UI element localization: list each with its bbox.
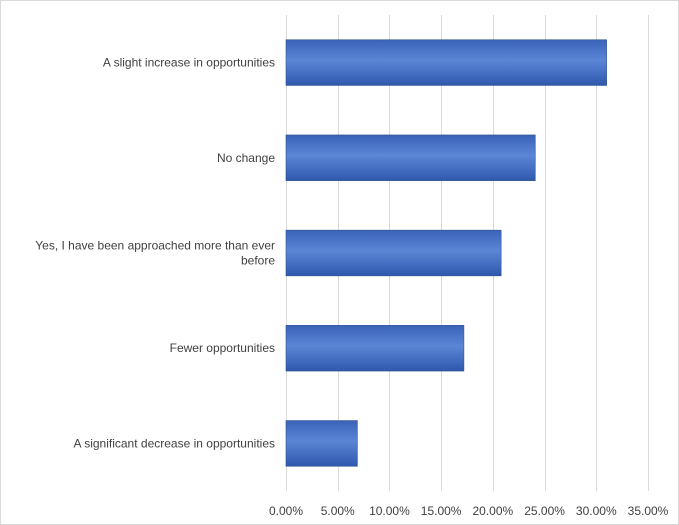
category-label-line: A significant decrease in opportunities [74,436,275,450]
category-labels: A slight increase in opportunities No cha… [35,56,275,451]
category-label-1: No change [217,151,275,165]
x-tick-labels: 0.00% 5.00% 10.00% 15.00% 20.00% 25.00% 30.00%… [269,504,669,518]
category-label-3: Fewer opportunities [170,341,275,355]
category-label-line: before [241,254,275,268]
category-label-line: A slight increase in opportunities [103,56,275,70]
category-label-line: No change [217,151,275,165]
category-label-0: A slight increase in opportunities [103,56,275,70]
bar-2 [285,229,502,277]
x-tick-label-7: 35.00% [628,504,669,518]
category-label-line: Yes, I have been approached more than ev… [35,239,275,253]
category-label-2: Yes, I have been approached more than ev… [35,239,275,268]
bar-1 [285,134,536,181]
bar-4 [285,420,358,467]
x-tick-label-1: 5.00% [321,504,355,518]
bar-3 [285,325,465,372]
x-tick-label-4: 20.00% [473,504,514,518]
bars [285,39,607,467]
x-tick-label-5: 25.00% [524,504,565,518]
x-tick-label-3: 15.00% [421,504,462,518]
bar-0 [285,39,607,86]
x-tick-label-2: 10.00% [369,504,410,518]
x-tick-label-0: 0.00% [269,504,303,518]
category-label-line: Fewer opportunities [170,341,275,355]
x-tick-label-6: 30.00% [576,504,617,518]
category-label-4: A significant decrease in opportunities [74,436,275,450]
